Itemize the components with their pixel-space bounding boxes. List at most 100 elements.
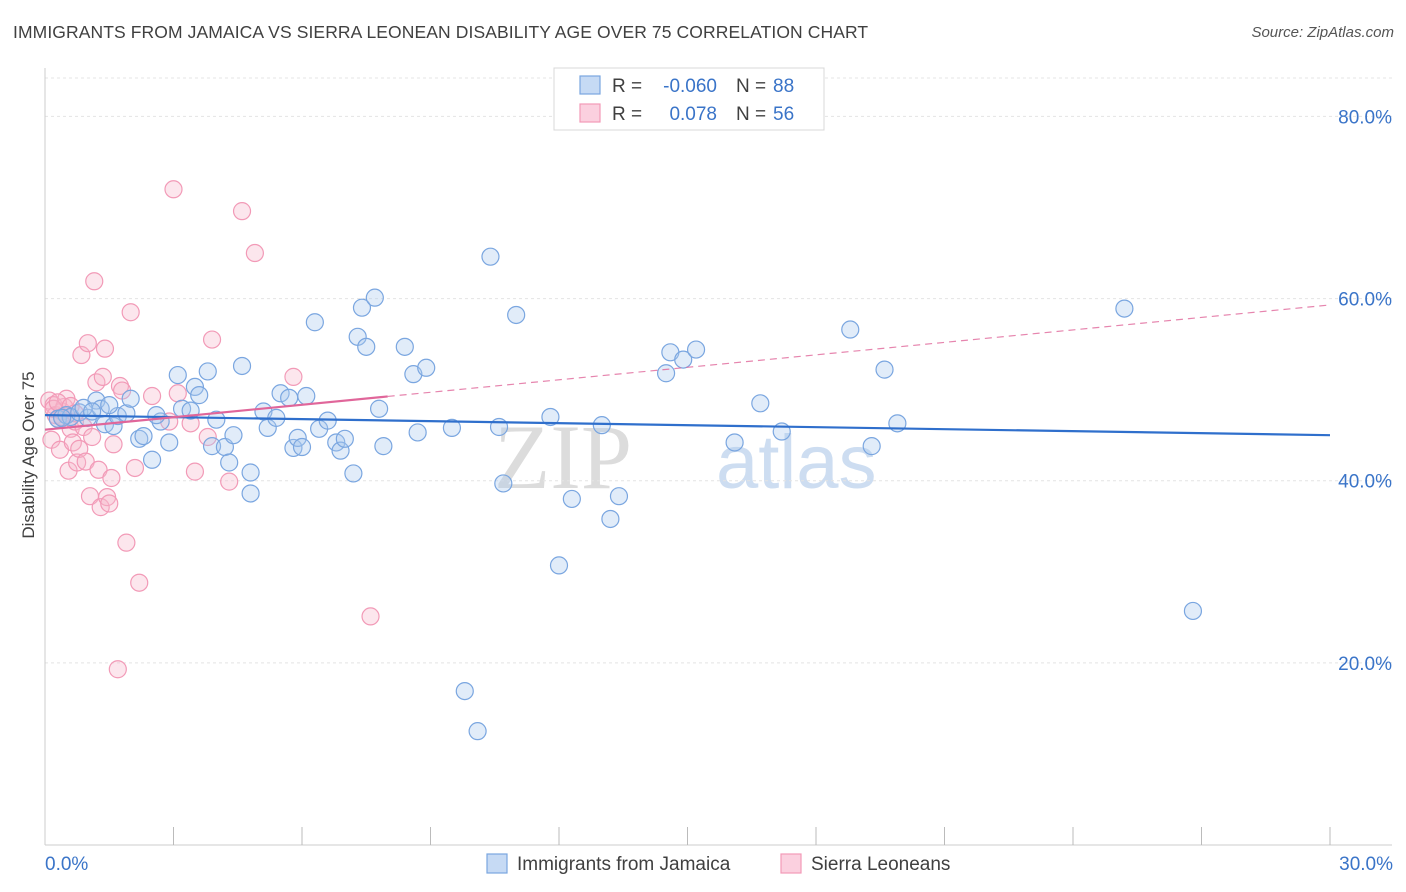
legend-n-label-blue: N = [736,76,766,97]
trend-line-0 [44,414,1331,437]
point-sierra-leoneans [89,460,108,479]
source-label: Source: ZipAtlas.com [1251,24,1394,41]
point-immigrants-from-jamaica [468,722,487,741]
y-tick-label: 40.0% [1338,472,1392,493]
point-sierra-leoneans [78,334,97,353]
point-immigrants-from-jamaica [417,358,436,377]
point-sierra-leoneans [220,472,239,491]
point-sierra-leoneans [125,458,145,478]
x-tick-label-max: 30.0% [1339,854,1393,875]
point-immigrants-from-jamaica [601,509,620,529]
point-immigrants-from-jamaica [305,313,324,332]
trend-line-dashed-1 [387,304,1331,398]
point-sierra-leoneans [185,462,205,481]
point-immigrants-from-jamaica [481,247,500,266]
point-immigrants-from-jamaica [875,360,894,379]
point-immigrants-from-jamaica [609,487,629,506]
point-sierra-leoneans [168,384,187,403]
point-immigrants-from-jamaica [121,389,140,408]
legend-n-label-pink: N = [736,104,766,125]
legend-swatch-blue [579,75,601,95]
point-sierra-leoneans [83,427,102,447]
point-immigrants-from-jamaica [1183,601,1203,621]
point-immigrants-from-jamaica [1115,299,1134,318]
point-sierra-leoneans [117,533,136,552]
point-sierra-leoneans [130,573,149,592]
stats-legend: R = -0.060 N = 88 R = 0.078 N = 56 [553,67,825,131]
point-immigrants-from-jamaica [198,362,217,381]
bottom-legend-label-pink: Sierra Leoneans [811,854,950,875]
point-immigrants-from-jamaica [160,433,179,452]
point-sierra-leoneans [102,468,121,488]
point-immigrants-from-jamaica [592,416,611,435]
point-immigrants-from-jamaica [455,681,474,701]
point-immigrants-from-jamaica [562,489,581,509]
point-sierra-leoneans [245,243,264,263]
trend-line-solid-1 [44,395,388,431]
point-immigrants-from-jamaica [292,437,312,457]
bottom-legend-label-blue: Immigrants from Jamaica [517,854,731,875]
point-sierra-leoneans [198,427,217,447]
point-immigrants-from-jamaica [365,288,384,307]
point-immigrants-from-jamaica [344,464,363,483]
point-immigrants-from-jamaica [202,437,222,456]
point-immigrants-from-jamaica [83,402,102,421]
point-immigrants-from-jamaica [220,453,239,472]
legend-r-value-blue: -0.060 [663,76,717,97]
point-sierra-leoneans [164,180,183,199]
point-sierra-leoneans [76,452,95,471]
point-immigrants-from-jamaica [142,450,162,469]
point-immigrants-from-jamaica [185,377,205,397]
y-tick-label: 80.0% [1338,107,1392,128]
x-tick-label-min: 0.0% [45,854,88,875]
point-sierra-leoneans [108,660,127,679]
point-immigrants-from-jamaica [374,437,393,456]
point-immigrants-from-jamaica [357,337,376,356]
bottom-legend-swatch-pink [780,853,802,874]
trend-lines [44,304,1331,437]
point-immigrants-from-jamaica [541,407,560,427]
watermark-atlas: atlas [716,420,877,505]
y-tick-label: 60.0% [1338,290,1392,311]
point-immigrants-from-jamaica [241,484,260,503]
point-immigrants-from-jamaica [147,406,166,425]
point-immigrants-from-jamaica [408,423,427,442]
point-immigrants-from-jamaica [656,364,676,383]
point-sierra-leoneans [93,367,112,386]
point-immigrants-from-jamaica [190,386,209,405]
point-sierra-leoneans [284,367,303,386]
point-immigrants-from-jamaica [100,396,119,415]
point-immigrants-from-jamaica [862,437,881,456]
point-immigrants-from-jamaica [686,340,706,359]
legend-r-label-blue: R = [612,76,642,97]
legend-swatch-pink [579,103,601,123]
point-immigrants-from-jamaica [841,320,860,339]
legend-n-value-pink: 56 [773,104,794,125]
point-sierra-leoneans [232,202,252,221]
y-axis-label: Disability Age Over 75 [19,371,38,538]
point-sierra-leoneans [85,272,104,291]
point-immigrants-from-jamaica [751,394,770,413]
point-immigrants-from-jamaica [207,410,226,429]
point-immigrants-from-jamaica [442,418,462,437]
point-immigrants-from-jamaica [331,441,350,460]
point-immigrants-from-jamaica [674,350,693,369]
point-immigrants-from-jamaica [297,386,316,406]
legend-r-value-pink: 0.078 [669,104,717,125]
point-immigrants-from-jamaica [395,337,414,356]
point-sierra-leoneans [202,330,222,349]
point-sierra-leoneans [104,435,123,454]
point-immigrants-from-jamaica [507,305,526,325]
point-sierra-leoneans [72,345,91,365]
point-immigrants-from-jamaica [549,556,569,575]
chart-title: IMMIGRANTS FROM JAMAICA VS SIERRA LEONEA… [13,22,869,42]
point-immigrants-from-jamaica [352,298,372,317]
point-sierra-leoneans [95,339,115,358]
point-immigrants-from-jamaica [241,463,260,482]
legend-r-label-pink: R = [612,104,642,125]
point-sierra-leoneans [121,303,140,322]
point-immigrants-from-jamaica [335,429,354,448]
point-immigrants-from-jamaica [232,356,252,376]
point-immigrants-from-jamaica [494,474,513,493]
point-immigrants-from-jamaica [53,408,72,427]
